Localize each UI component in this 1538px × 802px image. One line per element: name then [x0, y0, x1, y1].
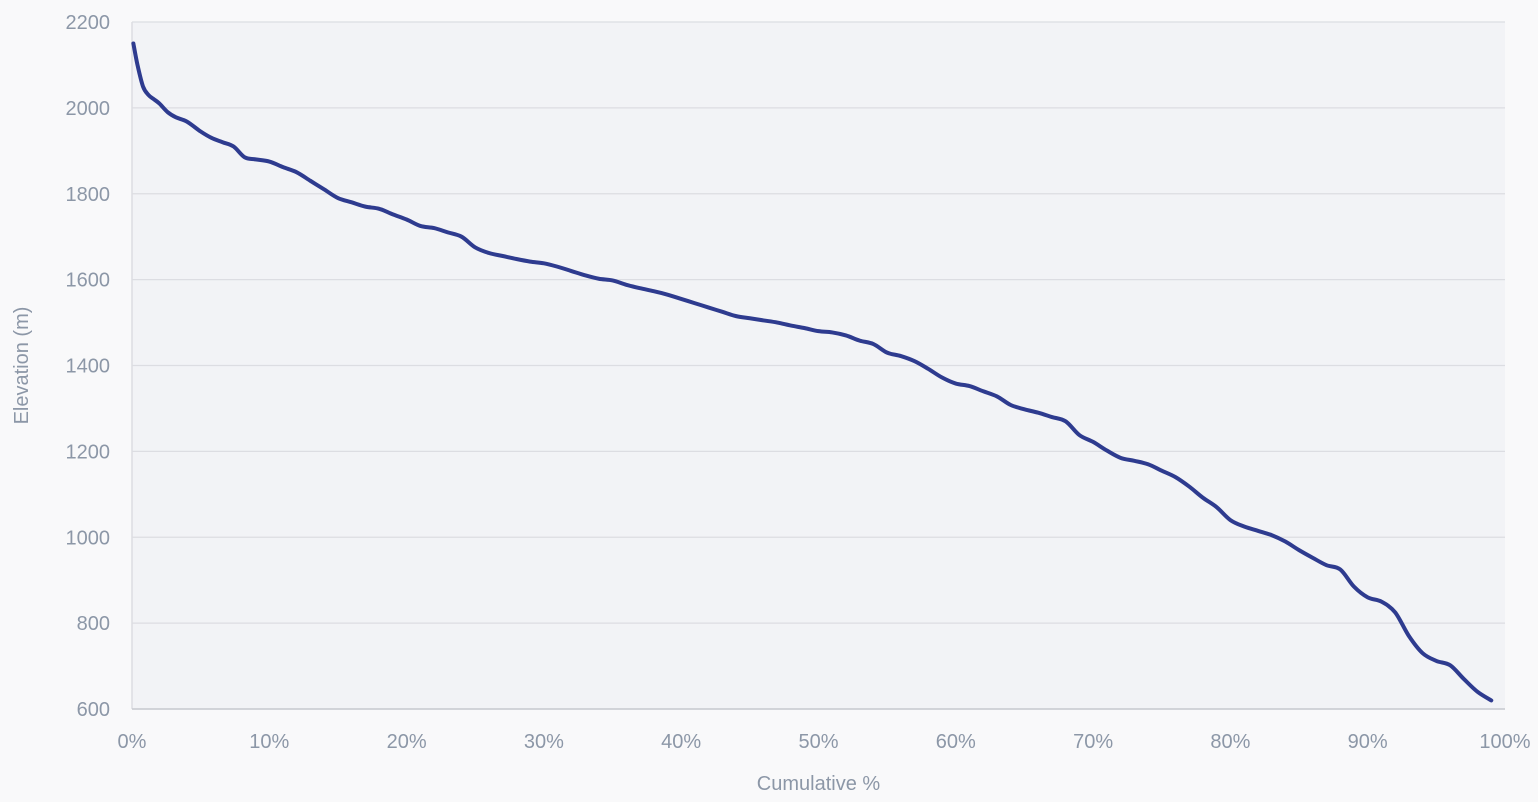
- tick-labels: 600 800 1000 1200 1400 1600 1800 2000 2200 0% 10% 2…: [66, 12, 1531, 753]
- y-tick-label: 1400: [66, 356, 111, 378]
- series-layer: [131, 41, 1494, 703]
- y-tick-label: 1600: [66, 270, 111, 292]
- y-tick-label: 800: [77, 613, 110, 635]
- axes: [131, 22, 1505, 710]
- y-tick-label: 600: [77, 699, 110, 721]
- x-tick-label: 100%: [1479, 731, 1530, 753]
- y-tick-label: 1800: [66, 184, 111, 206]
- y-tick-label: 1000: [66, 527, 111, 549]
- x-tick-label: 40%: [661, 731, 701, 753]
- x-tick-label: 60%: [936, 731, 976, 753]
- y-tick-label: 2200: [66, 12, 111, 34]
- y-tick-label: 1200: [66, 441, 111, 463]
- x-tick-label: 0%: [118, 731, 147, 753]
- x-tick-label: 70%: [1073, 731, 1113, 753]
- x-tick-label: 10%: [249, 731, 289, 753]
- x-tick-label: 50%: [798, 731, 838, 753]
- y-tick-label: 2000: [66, 98, 111, 120]
- x-tick-label: 30%: [524, 731, 564, 753]
- x-axis-title: Cumulative %: [757, 773, 881, 795]
- y-axis-title: Elevation (m): [11, 307, 33, 425]
- x-tick-label: 20%: [387, 731, 427, 753]
- x-tick-label: 90%: [1348, 731, 1388, 753]
- series-line-0: [131, 41, 1494, 703]
- x-tick-label: 80%: [1210, 731, 1250, 753]
